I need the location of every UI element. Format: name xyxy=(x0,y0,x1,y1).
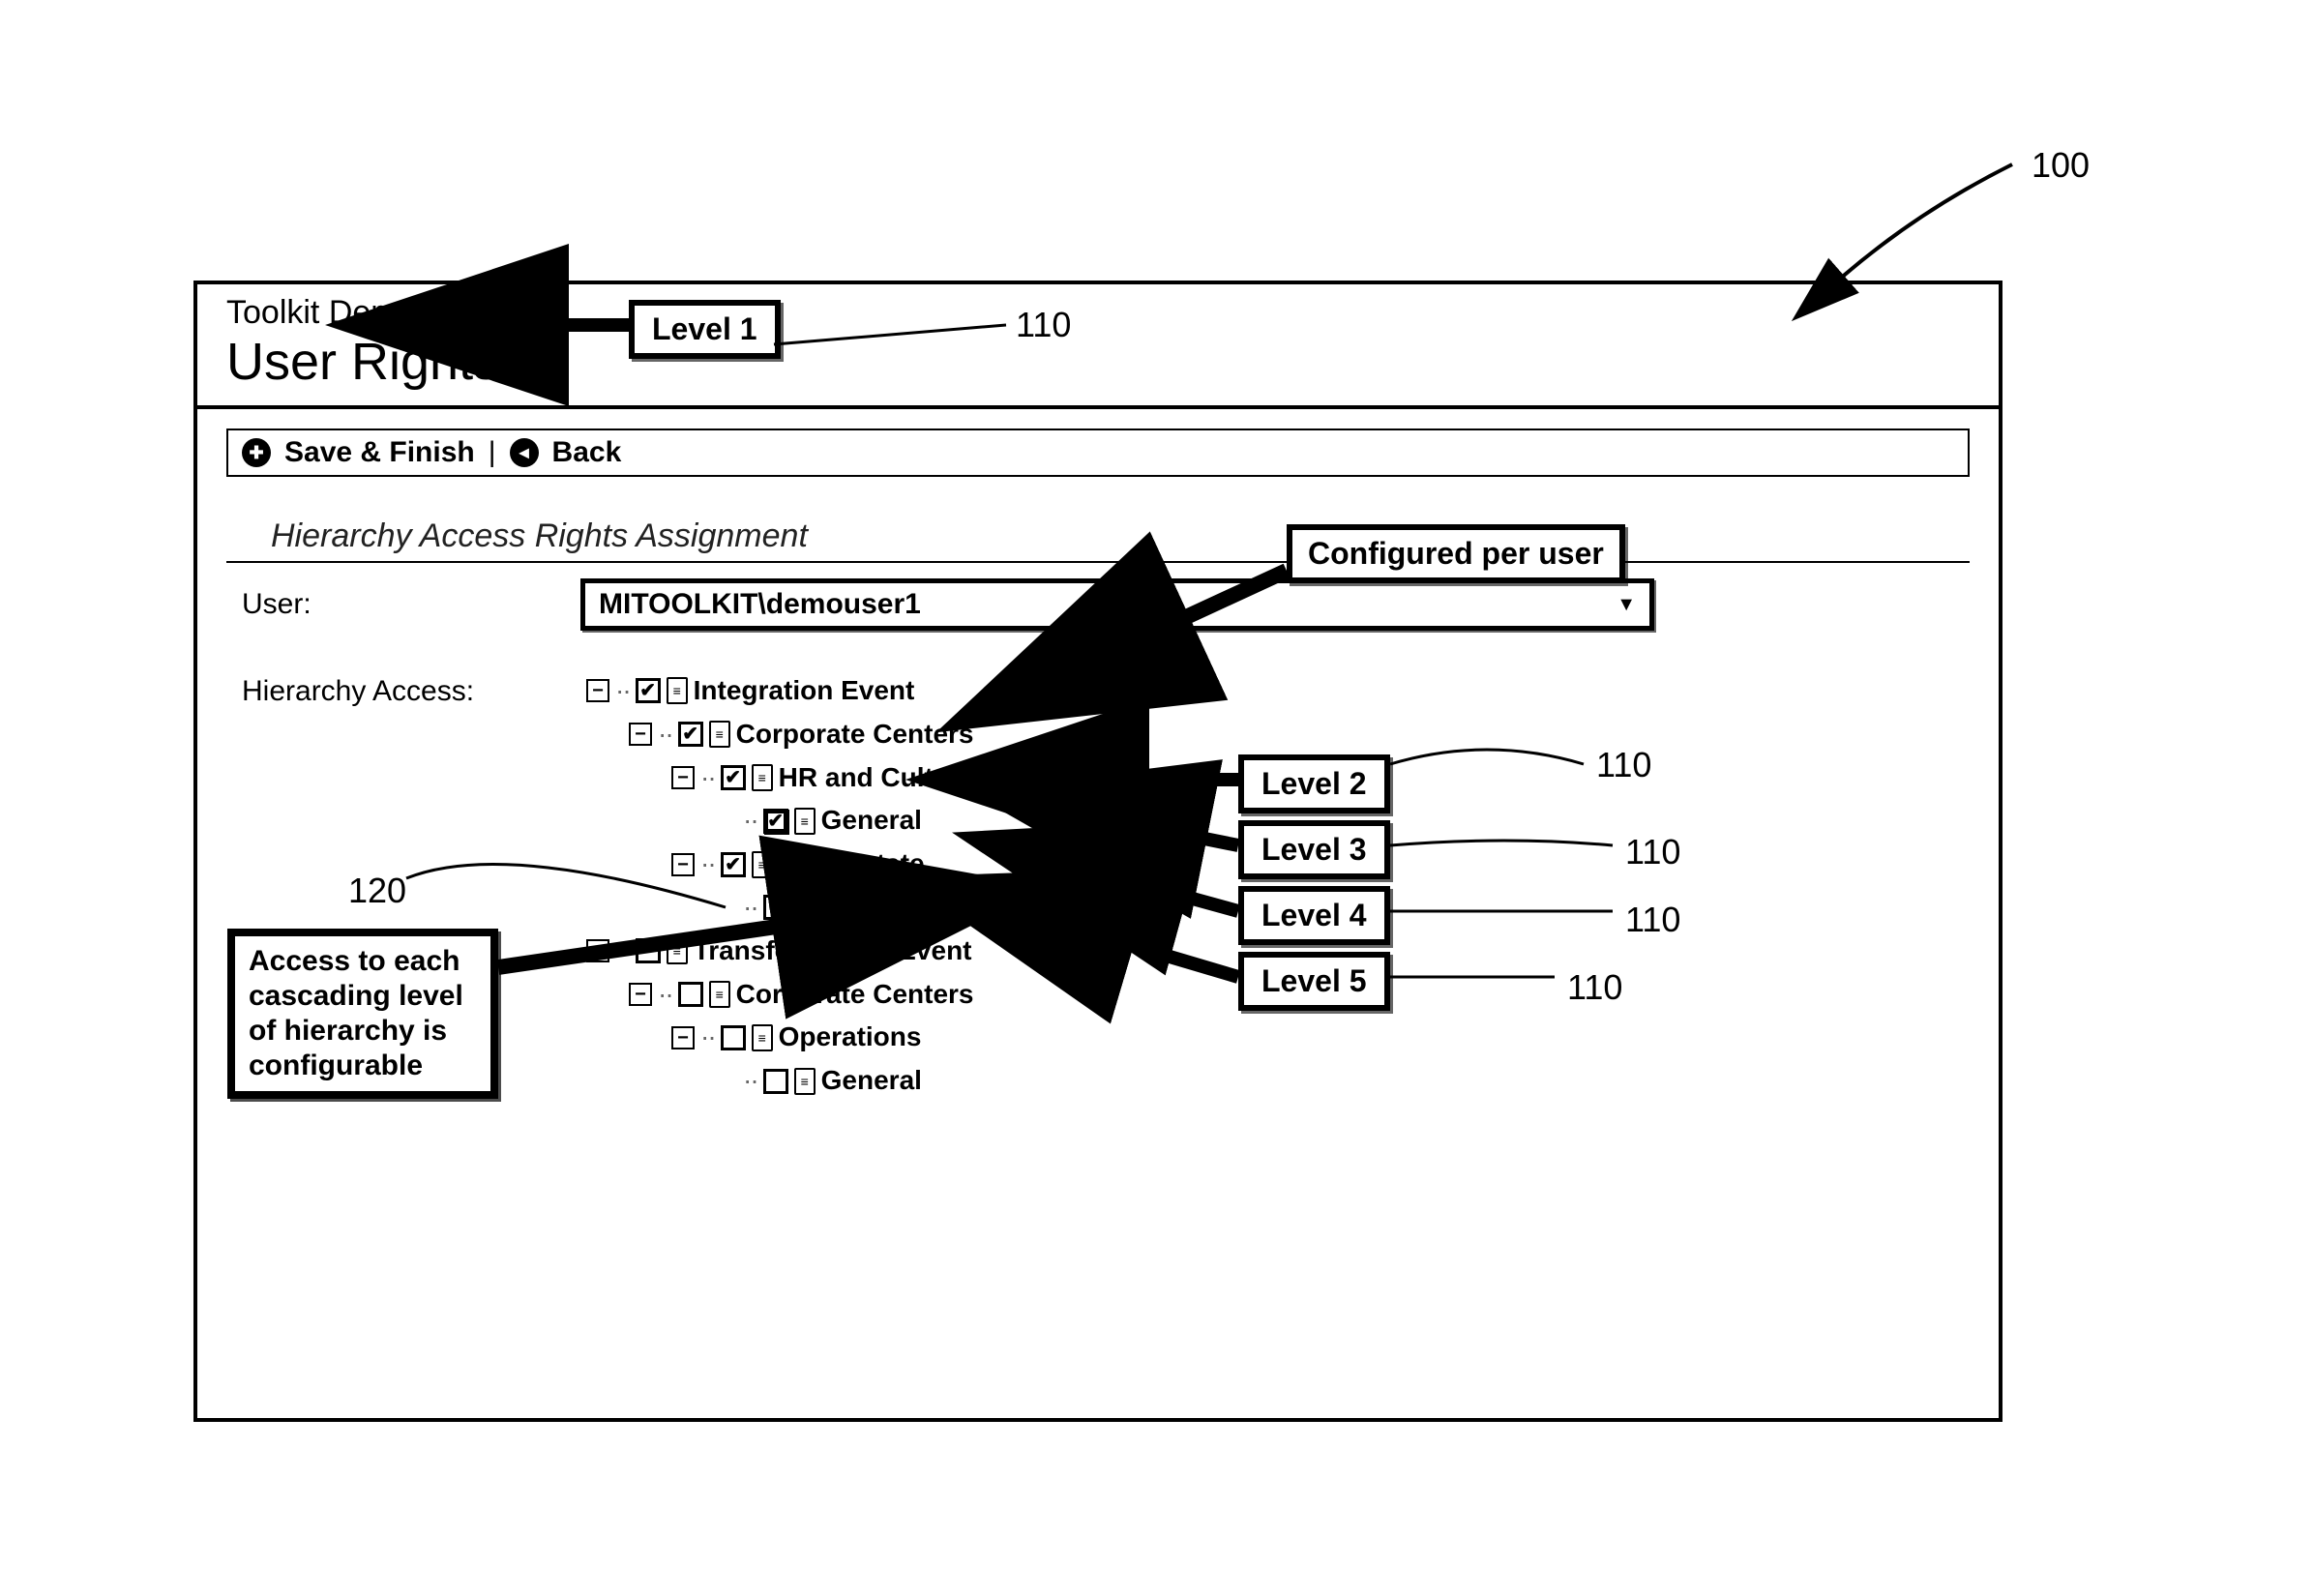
hierarchy-tree: −··✔ Integration Event−··✔ Corporate Cen… xyxy=(580,669,975,1103)
tree-checkbox[interactable] xyxy=(721,1025,746,1050)
collapse-icon[interactable]: − xyxy=(629,723,652,746)
tree-connector: ·· xyxy=(658,713,672,756)
tree-checkbox[interactable] xyxy=(636,938,661,963)
tree-node: ··✔ General xyxy=(580,886,975,930)
chevron-down-icon: ▼ xyxy=(1617,594,1636,616)
tree-node: −··✔ Corporate Centers xyxy=(580,713,975,756)
user-dropdown[interactable]: MITOOLKIT\demouser1 ▼ xyxy=(580,578,1654,631)
tree-node-label[interactable]: Real Estate xyxy=(779,842,925,886)
document-icon xyxy=(752,1024,773,1051)
document-icon xyxy=(794,808,816,835)
tree-node-label[interactable]: HR and Culture xyxy=(779,756,976,800)
tree-node-label[interactable]: Transformation Event xyxy=(694,930,972,973)
tree-connector: ·· xyxy=(743,799,757,842)
document-icon xyxy=(752,764,773,791)
callout-per-user: Configured per user xyxy=(1287,524,1625,583)
tree-node: −··✔ Real Estate xyxy=(580,842,975,886)
save-button[interactable]: Save & Finish xyxy=(284,436,475,469)
main-window: Toolkit Demo Site User Rights ✚ Save & F… xyxy=(193,281,2002,1422)
user-field-row: User: MITOOLKIT\demouser1 ▼ xyxy=(197,563,1999,640)
leaf-spacer xyxy=(714,810,737,833)
figure-ref-110b: 110 xyxy=(1596,745,1651,785)
callout-access: Access to each cascading level of hierar… xyxy=(227,929,498,1099)
tree-node-label[interactable]: Corporate Centers xyxy=(736,713,974,756)
tree-node: −··✔ Integration Event xyxy=(580,669,975,713)
tree-connector: ·· xyxy=(700,842,715,886)
collapse-icon[interactable]: − xyxy=(586,939,609,962)
document-icon xyxy=(709,721,730,748)
figure-ref-120: 120 xyxy=(348,871,406,911)
tree-node: −·· Corporate Centers xyxy=(580,973,975,1017)
tree-node: −·· Transformation Event xyxy=(580,930,975,973)
toolbar: ✚ Save & Finish | ◄ Back xyxy=(226,429,1970,477)
callout-level3: Level 3 xyxy=(1238,820,1390,879)
document-icon xyxy=(752,851,773,878)
collapse-icon[interactable]: − xyxy=(671,853,695,876)
document-icon xyxy=(794,1068,816,1095)
callout-level5: Level 5 xyxy=(1238,952,1390,1011)
site-name: Toolkit Demo Site xyxy=(226,294,1979,332)
tree-node-label[interactable]: Integration Event xyxy=(694,669,915,713)
tree-checkbox[interactable]: ✔ xyxy=(763,809,788,834)
page-title: User Rights xyxy=(226,332,1979,392)
figure-ref-110a: 110 xyxy=(1016,305,1071,345)
callout-level2: Level 2 xyxy=(1238,754,1390,813)
tree-checkbox[interactable] xyxy=(763,1069,788,1094)
callout-access-l2: cascading level xyxy=(249,979,477,1014)
leaf-spacer xyxy=(714,896,737,919)
user-dropdown-value: MITOOLKIT\demouser1 xyxy=(599,588,921,621)
back-button[interactable]: Back xyxy=(552,436,622,469)
callout-access-l3: of hierarchy is xyxy=(249,1014,477,1049)
tree-connector: ·· xyxy=(743,1059,757,1103)
tree-node-label[interactable]: General xyxy=(821,799,922,842)
collapse-icon[interactable]: − xyxy=(671,766,695,789)
tree-connector: ·· xyxy=(615,930,630,973)
tree-checkbox[interactable]: ✔ xyxy=(721,852,746,877)
collapse-icon[interactable]: − xyxy=(586,679,609,702)
tree-checkbox[interactable]: ✔ xyxy=(636,678,661,703)
title-bar: Toolkit Demo Site User Rights xyxy=(197,284,1999,409)
collapse-icon[interactable]: − xyxy=(671,1026,695,1049)
tree-node: −··✔ HR and Culture xyxy=(580,756,975,800)
toolbar-wrap: ✚ Save & Finish | ◄ Back xyxy=(197,409,1999,483)
figure-ref-110e: 110 xyxy=(1567,967,1622,1008)
tree-node: −·· Operations xyxy=(580,1016,975,1059)
save-icon: ✚ xyxy=(242,438,271,467)
document-icon xyxy=(667,937,688,964)
tree-checkbox[interactable]: ✔ xyxy=(721,765,746,790)
tree-node-label[interactable]: General xyxy=(821,1059,922,1103)
figure-ref-110c: 110 xyxy=(1625,832,1680,872)
document-icon xyxy=(667,677,688,704)
tree-checkbox[interactable] xyxy=(678,982,703,1007)
tree-connector: ·· xyxy=(658,973,672,1017)
section-heading: Hierarchy Access Rights Assignment xyxy=(226,483,1970,563)
document-icon xyxy=(794,894,816,921)
tree-connector: ·· xyxy=(743,886,757,930)
collapse-icon[interactable]: − xyxy=(629,983,652,1006)
tree-node-label[interactable]: General xyxy=(821,886,922,930)
tree-node: ·· General xyxy=(580,1059,975,1103)
callout-access-l1: Access to each xyxy=(249,944,477,979)
tree-connector: ·· xyxy=(615,669,630,713)
tree-node: ··✔ General xyxy=(580,799,975,842)
callout-level4: Level 4 xyxy=(1238,886,1390,945)
callout-level1: Level 1 xyxy=(629,300,781,359)
document-icon xyxy=(709,981,730,1008)
tree-checkbox[interactable]: ✔ xyxy=(678,722,703,747)
leaf-spacer xyxy=(714,1070,737,1093)
toolbar-separator: | xyxy=(489,436,496,469)
tree-node-label[interactable]: Operations xyxy=(779,1016,922,1059)
tree-connector: ·· xyxy=(700,1016,715,1059)
tree-checkbox[interactable]: ✔ xyxy=(763,895,788,920)
user-label: User: xyxy=(242,588,580,621)
tree-connector: ·· xyxy=(700,756,715,800)
figure-ref-110d: 110 xyxy=(1625,900,1680,940)
back-icon: ◄ xyxy=(510,438,539,467)
callout-access-l4: configurable xyxy=(249,1049,477,1083)
hierarchy-label: Hierarchy Access: xyxy=(242,669,580,708)
figure-ref-100: 100 xyxy=(2032,145,2090,186)
tree-node-label[interactable]: Corporate Centers xyxy=(736,973,974,1017)
